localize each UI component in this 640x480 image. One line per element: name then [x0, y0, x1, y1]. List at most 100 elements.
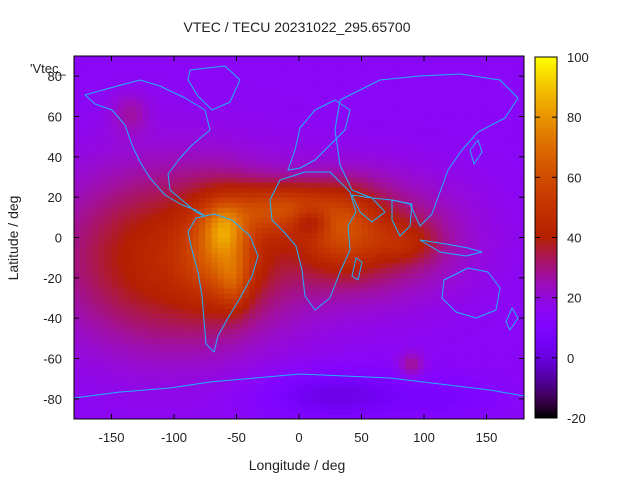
heatmap-cell: [392, 171, 400, 178]
heatmap-cell: [149, 76, 156, 82]
heatmap-cell: [442, 156, 450, 163]
heatmap-cell: [92, 222, 100, 229]
heatmap-cell: [449, 368, 456, 375]
heatmap-cell: [417, 136, 425, 143]
heatmap-cell: [511, 383, 519, 390]
heatmap-cell: [442, 353, 450, 360]
heatmap-cell: [299, 287, 306, 294]
heatmap-cell: [405, 343, 413, 350]
heatmap-cell: [86, 187, 94, 193]
heatmap-cell: [461, 217, 469, 223]
heatmap-cell: [292, 368, 300, 375]
heatmap-cell: [261, 343, 269, 350]
heatmap-cell: [386, 378, 394, 385]
heatmap-cell: [130, 131, 138, 138]
heatmap-cell: [274, 187, 281, 193]
heatmap-cell: [342, 282, 350, 289]
heatmap-cell: [130, 121, 138, 128]
heatmap-cell: [424, 237, 431, 244]
heatmap-cell: [192, 237, 200, 244]
heatmap-cell: [424, 171, 431, 178]
heatmap-cell: [442, 308, 450, 314]
heatmap-cell: [430, 272, 438, 279]
heatmap-cell: [486, 353, 494, 360]
heatmap-cell: [130, 111, 138, 118]
heatmap-cell: [205, 71, 213, 77]
heatmap-cell: [267, 86, 275, 92]
heatmap-cell: [436, 403, 444, 410]
heatmap-cell: [174, 232, 181, 239]
heatmap-cell: [167, 353, 175, 360]
heatmap-cell: [342, 192, 350, 198]
heatmap-cell: [267, 383, 275, 390]
heatmap-cell: [280, 232, 288, 239]
heatmap-cell: [467, 323, 475, 329]
heatmap-cell: [224, 343, 231, 350]
heatmap-cell: [186, 232, 194, 239]
heatmap-cell: [155, 358, 163, 365]
heatmap-cell: [317, 187, 325, 193]
heatmap-cell: [399, 207, 406, 213]
heatmap-cell: [461, 192, 469, 198]
heatmap-cell: [392, 267, 400, 274]
heatmap-cell: [436, 348, 444, 355]
heatmap-cell: [430, 287, 438, 294]
heatmap-cell: [474, 408, 481, 415]
heatmap-cell: [455, 282, 463, 289]
heatmap-cell: [167, 156, 175, 163]
heatmap-cell: [305, 393, 313, 400]
heatmap-cell: [280, 197, 288, 203]
heatmap-cell: [242, 111, 250, 118]
heatmap-cell: [411, 383, 419, 390]
heatmap-cell: [99, 272, 106, 279]
heatmap-cell: [474, 192, 481, 198]
heatmap-cell: [136, 247, 144, 254]
heatmap-cell: [511, 353, 519, 360]
heatmap-cell: [405, 277, 413, 284]
heatmap-cell: [380, 252, 388, 259]
heatmap-cell: [411, 86, 419, 92]
heatmap-cell: [124, 393, 131, 400]
heatmap-cell: [511, 177, 519, 183]
heatmap-cell: [136, 348, 144, 355]
heatmap-cell: [374, 343, 381, 350]
heatmap-cell: [386, 166, 394, 173]
heatmap-cell: [261, 131, 269, 138]
heatmap-cell: [142, 212, 150, 218]
heatmap-cell: [399, 187, 406, 193]
heatmap-cell: [92, 308, 100, 314]
heatmap-cell: [261, 71, 269, 77]
heatmap-cell: [111, 247, 119, 254]
heatmap-cell: [492, 353, 500, 360]
heatmap-cell: [299, 197, 306, 203]
heatmap-cell: [267, 328, 275, 334]
heatmap-cell: [517, 403, 524, 410]
heatmap-cell: [236, 222, 244, 229]
heatmap-cell: [499, 86, 506, 92]
heatmap-cell: [417, 348, 425, 355]
heatmap-cell: [461, 207, 469, 213]
heatmap-cell: [236, 282, 244, 289]
heatmap-cell: [242, 388, 250, 395]
heatmap-cell: [499, 338, 506, 344]
heatmap-cell: [117, 368, 125, 375]
heatmap-cell: [349, 237, 356, 244]
heatmap-cell: [180, 66, 188, 72]
heatmap-cell: [136, 106, 144, 113]
heatmap-cell: [386, 373, 394, 380]
heatmap-cell: [205, 91, 213, 97]
heatmap-cell: [386, 282, 394, 289]
heatmap-cell: [224, 101, 231, 108]
heatmap-cell: [255, 323, 263, 329]
heatmap-cell: [174, 343, 181, 350]
heatmap-cell: [455, 328, 463, 334]
heatmap-cell: [449, 393, 456, 400]
heatmap-cell: [236, 353, 244, 360]
heatmap-cell: [86, 378, 94, 385]
heatmap-cell: [336, 318, 344, 324]
heatmap-cell: [461, 146, 469, 153]
heatmap-cell: [261, 298, 269, 304]
heatmap-cell: [411, 227, 419, 234]
heatmap-cell: [417, 81, 425, 87]
heatmap-cell: [492, 272, 500, 279]
